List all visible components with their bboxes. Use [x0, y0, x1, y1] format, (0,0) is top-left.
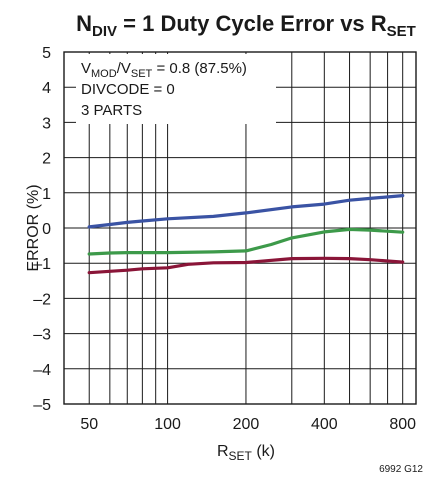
- annotation-set-subscript: SET: [131, 68, 153, 80]
- annotation-line-3: 3 PARTS: [81, 102, 142, 119]
- series-line-2: [87, 227, 405, 256]
- y-tick-label: –2: [33, 291, 51, 308]
- series-group: [87, 194, 405, 275]
- x-axis-label-subscript: SET: [229, 449, 253, 463]
- y-axis-label: ERROR (%): [25, 184, 42, 271]
- title-prefix: N: [76, 11, 92, 36]
- annotation-box: [76, 54, 276, 124]
- annotation-mod-subscript: MOD: [91, 68, 117, 80]
- annotation-line-2: DIVCODE = 0: [81, 81, 175, 98]
- y-tick-label: 2: [42, 151, 51, 168]
- x-tick-label: 800: [389, 416, 416, 433]
- figure-code: 6992 G12: [379, 464, 423, 475]
- annotation-line-1: VMOD/VSET = 0.8 (87.5%): [81, 60, 247, 80]
- y-tick-label: 0: [42, 221, 51, 238]
- annotation-ratio: = 0.8 (87.5%): [152, 60, 247, 77]
- y-tick-label: 1: [42, 186, 51, 203]
- y-tick-label: 3: [42, 115, 51, 132]
- series-line-1: [87, 194, 405, 229]
- x-tick-labels: 50 100 200 400 800: [80, 416, 416, 433]
- y-tick-label: 5: [42, 45, 51, 62]
- x-axis-label-unit: (k): [252, 443, 275, 460]
- x-axis-label: RSET (k): [217, 443, 275, 463]
- x-tick-label: 100: [154, 416, 181, 433]
- x-tick-label: 200: [233, 416, 260, 433]
- y-tick-label: –1: [33, 256, 51, 273]
- title-middle: = 1 Duty Cycle Error vs R: [117, 11, 387, 36]
- y-tick-label: –5: [33, 397, 51, 414]
- annotation-slash-v: /V: [117, 60, 131, 77]
- y-tick-label: 4: [42, 80, 51, 97]
- plot-frame: [63, 51, 417, 405]
- title-suffix-subscript: SET: [387, 23, 416, 40]
- title-prefix-subscript: DIV: [92, 23, 117, 40]
- series-line-3: [87, 256, 405, 275]
- x-tick-label: 400: [311, 416, 338, 433]
- chart-title: NDIV = 1 Duty Cycle Error vs RSET: [76, 11, 416, 40]
- x-tick-label: 50: [80, 416, 98, 433]
- y-tick-labels: 5 4 3 2 1 0 –1 –2 –3 –4 –5: [33, 45, 51, 414]
- annotation-v: V: [81, 60, 91, 77]
- y-tick-label: –4: [33, 362, 51, 379]
- x-axis-label-r: R: [217, 443, 229, 460]
- y-tick-label: –3: [33, 327, 51, 344]
